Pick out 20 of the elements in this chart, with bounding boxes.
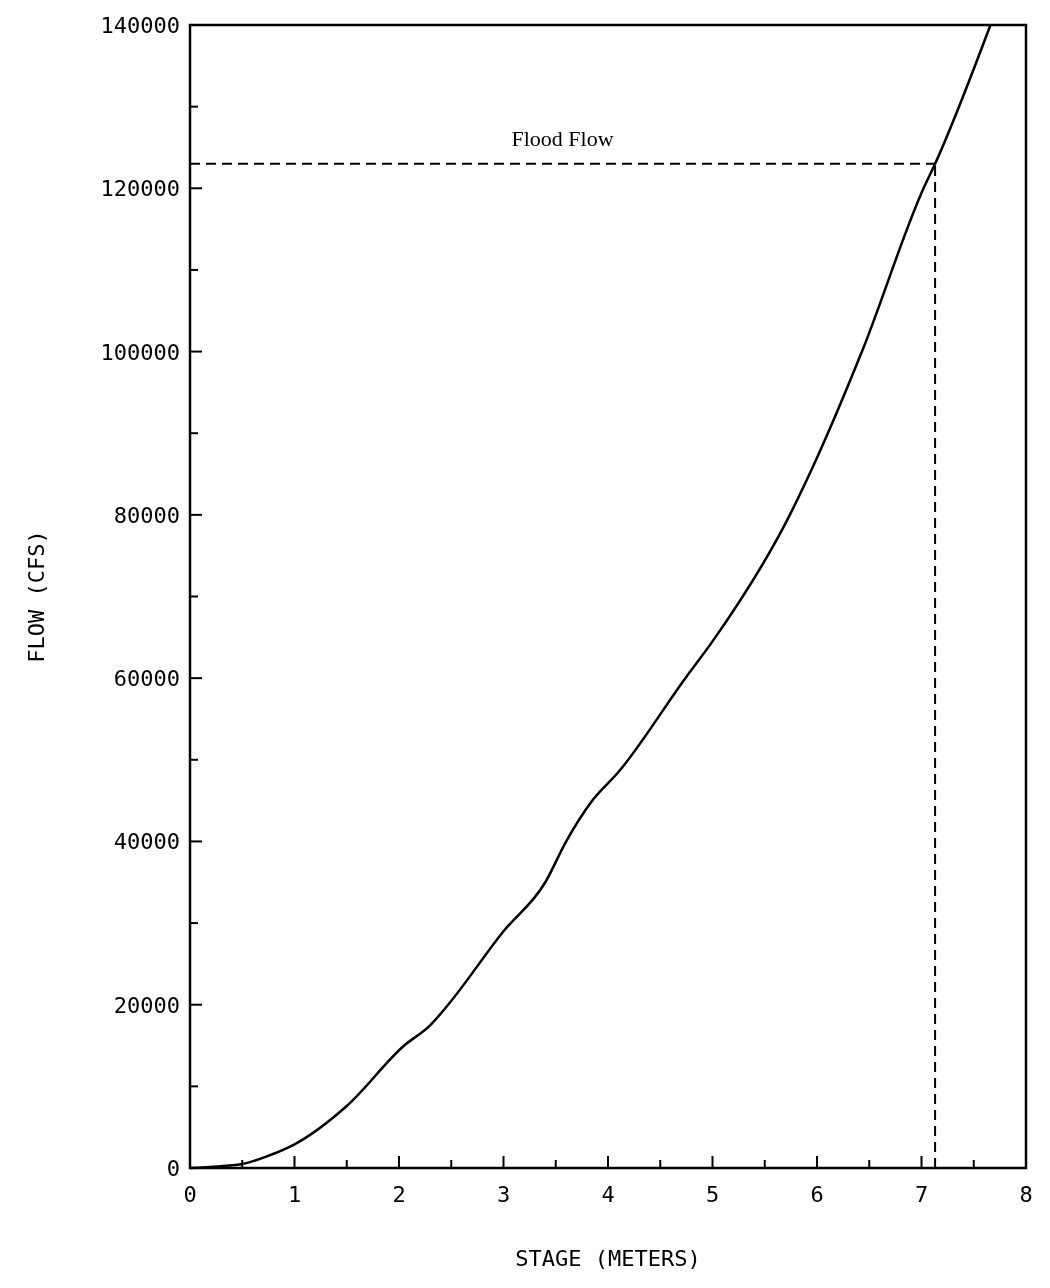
x-tick-label: 2 <box>392 1182 406 1207</box>
y-tick-label: 140000 <box>100 13 180 38</box>
y-tick-label: 40000 <box>113 829 180 855</box>
x-tick-label: 0 <box>183 1182 197 1207</box>
y-tick-label: 80000 <box>113 502 180 528</box>
y-tick-label: 120000 <box>100 176 180 202</box>
x-tick-label: 1 <box>287 1182 302 1207</box>
x-axis-title: STAGE (METERS) <box>515 1246 701 1271</box>
y-tick-label: 60000 <box>113 666 180 692</box>
y-tick-label: 0 <box>166 1156 180 1181</box>
x-tick-label: 4 <box>601 1182 615 1207</box>
y-tick-label: 20000 <box>113 992 180 1018</box>
x-tick-label: 6 <box>810 1182 824 1207</box>
x-tick-label: 3 <box>496 1182 511 1207</box>
x-tick-label: 8 <box>1019 1182 1033 1207</box>
x-tick-label: 5 <box>705 1182 720 1207</box>
y-tick-label: 100000 <box>100 339 180 365</box>
ref-line-label: Flood Flow <box>511 125 614 151</box>
x-tick-label: 7 <box>914 1182 929 1207</box>
y-axis-title: FLOW (CFS) <box>24 530 49 663</box>
